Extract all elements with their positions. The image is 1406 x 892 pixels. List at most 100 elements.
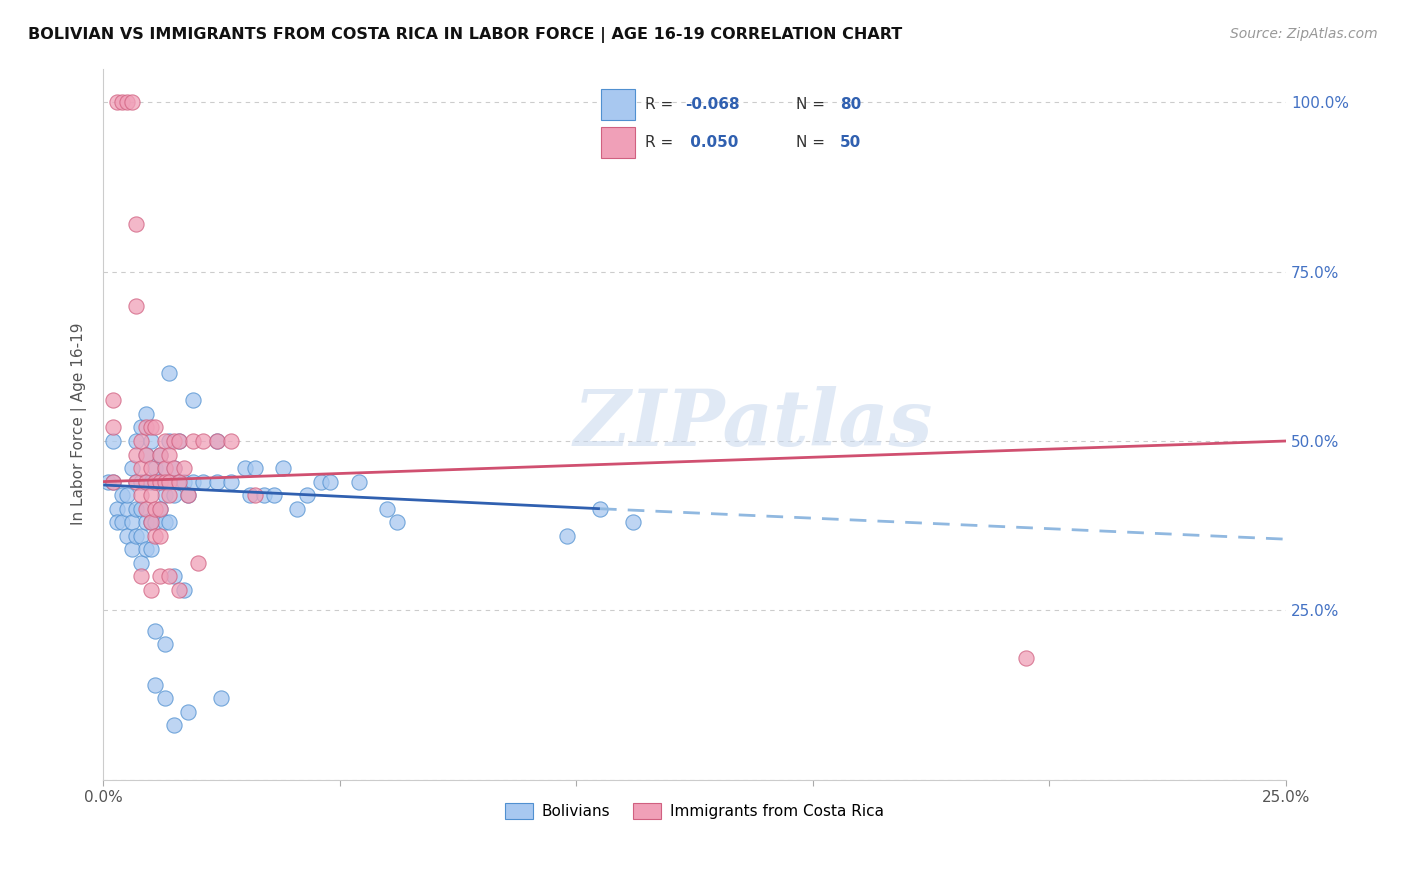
Point (153, 461, 176, 475)
Point (115, 501, 138, 516)
Point (243, 461, 266, 475)
Point (219, 475, 242, 489)
Point (159, 366, 181, 380)
Point (135, 448, 157, 462)
Point (139, 434, 162, 448)
Point (149, 448, 172, 462)
Point (143, 529, 166, 543)
Point (115, 529, 138, 543)
Point (135, 475, 157, 489)
Point (135, 515, 157, 529)
Text: BOLIVIAN VS IMMIGRANTS FROM COSTA RICA IN LABOR FORCE | AGE 16-19 CORRELATION CH: BOLIVIAN VS IMMIGRANTS FROM COSTA RICA I… (28, 27, 903, 43)
Point (139, 475, 162, 489)
Point (163, 461, 186, 475)
Point (139, 582, 162, 597)
Point (111, 488, 134, 502)
Point (159, 569, 181, 583)
Point (139, 515, 162, 529)
Point (153, 488, 176, 502)
Point (129, 420, 152, 434)
Point (149, 501, 172, 516)
Point (163, 488, 186, 502)
Point (205, 434, 228, 448)
Point (167, 475, 190, 489)
Point (135, 501, 157, 516)
Point (385, 515, 408, 529)
Point (177, 488, 200, 502)
Point (233, 461, 256, 475)
Point (149, 569, 172, 583)
Point (129, 488, 152, 502)
Point (167, 582, 190, 597)
Point (143, 624, 166, 638)
Point (239, 488, 262, 502)
Point (153, 515, 176, 529)
Point (143, 501, 166, 516)
Point (125, 434, 148, 448)
Point (107, 501, 129, 516)
Point (1015, 650, 1038, 665)
Point (153, 461, 176, 475)
Point (309, 475, 332, 489)
Point (139, 488, 162, 502)
Point (159, 434, 181, 448)
Point (163, 461, 186, 475)
Point (149, 475, 172, 489)
Legend: Bolivians, Immigrants from Costa Rica: Bolivians, Immigrants from Costa Rica (499, 797, 890, 825)
Point (129, 434, 152, 448)
Point (177, 705, 200, 719)
Point (167, 434, 190, 448)
Point (181, 434, 204, 448)
Point (135, 407, 157, 421)
Point (101, 420, 124, 434)
Point (107, 95, 129, 110)
Point (129, 556, 152, 570)
Point (555, 529, 578, 543)
Point (101, 434, 124, 448)
Point (319, 475, 342, 489)
Point (181, 393, 204, 408)
Point (167, 434, 190, 448)
Point (159, 448, 181, 462)
Point (129, 501, 152, 516)
Point (205, 475, 228, 489)
Point (139, 420, 162, 434)
Point (115, 95, 138, 110)
Point (143, 515, 166, 529)
Point (125, 501, 148, 516)
Point (153, 637, 176, 651)
Point (187, 556, 209, 570)
Point (129, 529, 152, 543)
Point (173, 582, 195, 597)
Point (129, 461, 152, 475)
Point (121, 515, 143, 529)
Point (125, 529, 148, 543)
Point (139, 461, 162, 475)
Point (121, 95, 143, 110)
Point (159, 515, 181, 529)
Point (135, 542, 157, 557)
Point (143, 475, 166, 489)
Point (121, 461, 143, 475)
Point (125, 448, 148, 462)
Point (263, 488, 285, 502)
Text: Source: ZipAtlas.com: Source: ZipAtlas.com (1230, 27, 1378, 41)
Point (149, 475, 172, 489)
Point (271, 461, 294, 475)
Point (163, 718, 186, 732)
Point (253, 488, 276, 502)
Point (107, 515, 129, 529)
Point (177, 488, 200, 502)
Point (101, 475, 124, 489)
Point (159, 475, 181, 489)
Point (159, 488, 181, 502)
Point (125, 299, 148, 313)
Point (173, 461, 195, 475)
Point (167, 475, 190, 489)
Point (181, 475, 204, 489)
Point (143, 461, 166, 475)
Text: ZIPatlas: ZIPatlas (574, 386, 934, 462)
Point (125, 217, 148, 231)
Point (139, 542, 162, 557)
Point (129, 569, 152, 583)
